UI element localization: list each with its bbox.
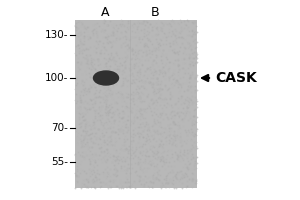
Text: 70-: 70- bbox=[51, 123, 68, 133]
Text: 100-: 100- bbox=[45, 73, 68, 83]
Text: CASK: CASK bbox=[215, 71, 257, 85]
Text: B: B bbox=[151, 6, 159, 20]
Text: 130-: 130- bbox=[44, 30, 68, 40]
Bar bbox=[75, 20, 197, 188]
Text: A: A bbox=[101, 6, 109, 20]
Text: 55-: 55- bbox=[51, 157, 68, 167]
Ellipse shape bbox=[94, 71, 118, 85]
